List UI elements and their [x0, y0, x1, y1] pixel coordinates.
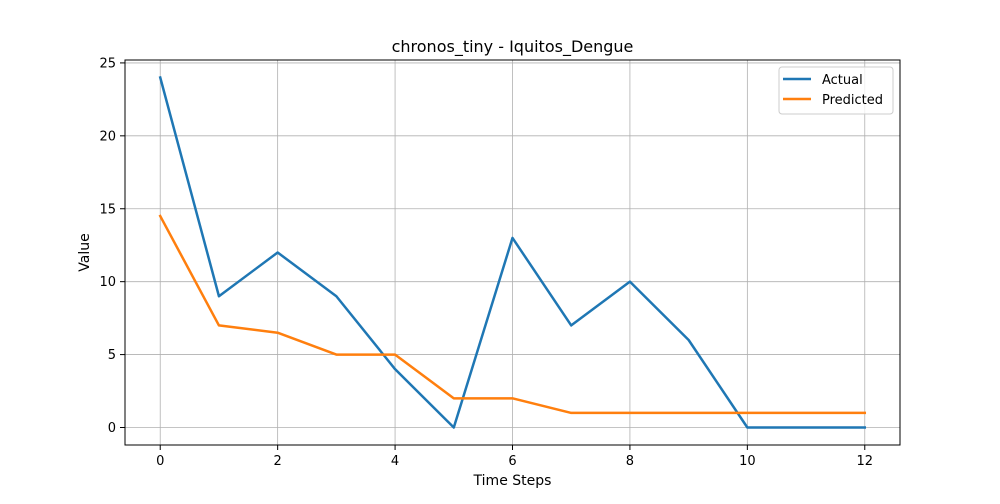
- y-tick-label: 20: [99, 129, 116, 144]
- legend-label: Predicted: [822, 93, 883, 108]
- y-tick-label: 0: [108, 421, 116, 436]
- x-tick-label: 6: [508, 454, 516, 469]
- axis-ticks: 0 2 4 6 8 10 12 0 5 10 15 20 25: [99, 56, 873, 469]
- x-tick-label: 10: [739, 454, 756, 469]
- x-axis-label: Time Steps: [473, 473, 552, 489]
- x-tick-label: 4: [391, 454, 399, 469]
- y-tick-label: 10: [99, 275, 116, 290]
- y-tick-label: 15: [99, 202, 116, 217]
- series-lines: [158, 75, 867, 429]
- legend: Actual Predicted: [778, 66, 894, 115]
- series-line-actual: [158, 75, 867, 429]
- x-tick-label: 8: [626, 454, 634, 469]
- x-tick-label: 2: [274, 454, 282, 469]
- x-tick-label: 12: [856, 454, 873, 469]
- y-axis-label: Value: [77, 233, 93, 271]
- legend-label: Actual: [822, 73, 863, 88]
- x-tick-label: 0: [156, 454, 164, 469]
- chart-title: chronos_tiny - Iquitos_Dengue: [392, 37, 634, 57]
- y-tick-label: 25: [99, 56, 116, 71]
- y-tick-label: 5: [108, 348, 116, 363]
- grid: [125, 60, 900, 445]
- series-line-predicted: [158, 214, 867, 415]
